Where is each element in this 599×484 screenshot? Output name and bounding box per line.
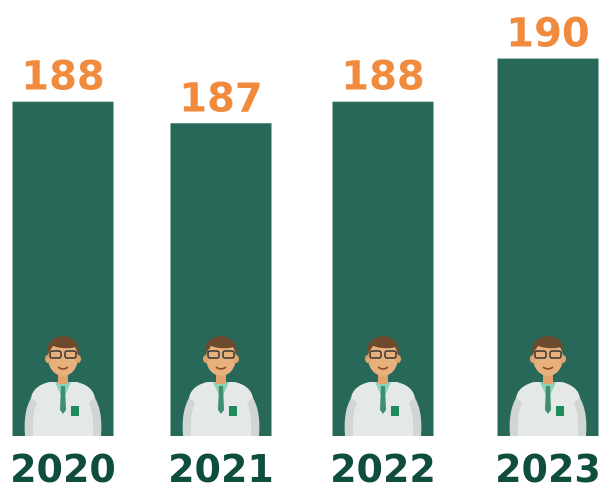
tie <box>545 386 551 414</box>
glasses-left <box>207 350 220 359</box>
value-label: 188 <box>21 54 105 100</box>
value-label: 187 <box>179 75 263 121</box>
tie <box>60 386 66 414</box>
neck <box>543 372 553 384</box>
glasses-left <box>49 350 62 359</box>
glasses-right <box>222 350 235 359</box>
glasses-left <box>534 350 547 359</box>
head <box>368 340 398 376</box>
head <box>206 340 236 376</box>
badge <box>391 406 399 416</box>
mouth <box>57 366 69 370</box>
arm-left <box>24 398 37 436</box>
badge <box>71 406 79 416</box>
hair <box>46 336 80 355</box>
head <box>533 340 563 376</box>
neck <box>378 372 388 384</box>
mouth <box>542 366 554 370</box>
year-label: 2020 <box>10 447 116 484</box>
glasses-right <box>549 350 562 359</box>
hair <box>531 336 565 355</box>
year-label: 2021 <box>168 447 274 484</box>
pharmacist-illustration <box>509 336 587 436</box>
value-label: 188 <box>341 54 425 100</box>
head <box>48 340 78 376</box>
tie <box>380 386 386 414</box>
arm-right <box>247 398 260 436</box>
arm-right <box>409 398 422 436</box>
pharmacist-illustration <box>24 336 102 436</box>
mouth <box>215 366 227 370</box>
tie <box>218 386 224 414</box>
arm-left <box>344 398 357 436</box>
pharmacist-illustration <box>182 336 260 436</box>
arm-right <box>574 398 587 436</box>
neck <box>216 372 226 384</box>
mouth <box>377 366 389 370</box>
hair <box>204 336 238 355</box>
pharmacist-illustration <box>344 336 422 436</box>
arm-left <box>509 398 522 436</box>
glasses-right <box>384 350 397 359</box>
arm-left <box>182 398 195 436</box>
value-label: 190 <box>506 11 590 57</box>
badge <box>556 406 564 416</box>
arm-right <box>89 398 102 436</box>
year-label: 2022 <box>330 447 436 484</box>
badge <box>229 406 237 416</box>
hair <box>366 336 400 355</box>
neck <box>58 372 68 384</box>
glasses-right <box>64 350 77 359</box>
year-label: 2023 <box>495 447 599 484</box>
glasses-left <box>369 350 382 359</box>
